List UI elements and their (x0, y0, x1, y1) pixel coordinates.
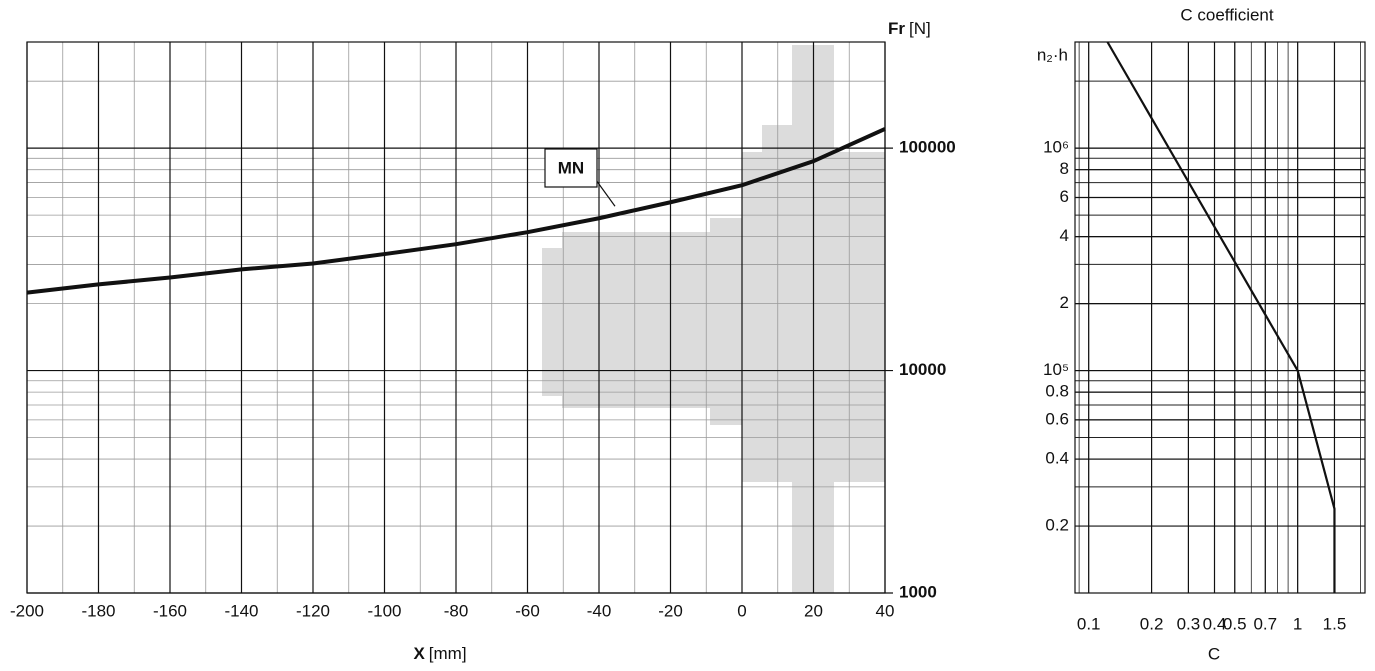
y-axis-label: n₂·h (1037, 45, 1068, 64)
chart-title: C coefficient (1180, 5, 1274, 24)
annotation-label: MN (558, 158, 584, 177)
x-tick-label: 0 (737, 601, 746, 620)
x-axis-label: X [mm] (413, 644, 466, 663)
y-axis-unit: [N] (909, 19, 931, 38)
x-tick-label: 0.3 (1177, 614, 1201, 633)
y-tick-label: 0.6 (1045, 409, 1069, 428)
x-tick-label: 40 (876, 601, 895, 620)
y-tick-label: 4 (1060, 226, 1069, 245)
x-tick-label: -40 (587, 601, 612, 620)
x-tick-label: -180 (81, 601, 115, 620)
plot-frame (1074, 41, 1366, 594)
x-tick-label: -20 (658, 601, 683, 620)
x-tick-label: -200 (10, 601, 44, 620)
x-tick-label: -60 (515, 601, 540, 620)
y-tick-label: 0.8 (1045, 382, 1069, 401)
y-tick-label: 6 (1060, 187, 1069, 206)
x-axis-label: C (1208, 644, 1220, 663)
x-tick-label: 0.2 (1140, 614, 1164, 633)
annotation-box (544, 148, 598, 188)
y-tick-label: 2 (1060, 293, 1069, 312)
x-tick-label: -160 (153, 601, 187, 620)
x-tick-label: 0.4 (1203, 614, 1227, 633)
y-tick-label: 10⁶ (1043, 138, 1069, 157)
x-tick-label: -80 (444, 601, 469, 620)
x-tick-label: 1 (1293, 614, 1302, 633)
x-tick-label: 1.5 (1323, 614, 1347, 633)
y-tick-label: 0.4 (1045, 449, 1069, 468)
plot-frame (26, 41, 886, 594)
y-tick-label: 100000 (899, 138, 956, 157)
series-line (26, 127, 886, 295)
y-tick-label: 1000 (899, 582, 937, 601)
y-axis-label: Fr [N] (888, 19, 931, 38)
x-axis-name: X (413, 644, 425, 663)
x-tick-label: -100 (367, 601, 401, 620)
y-axis-name: Fr (888, 19, 905, 38)
annotation-leader (595, 179, 616, 207)
y-tick-label: 10⁵ (1043, 360, 1069, 379)
x-axis-unit: [mm] (429, 644, 467, 663)
x-tick-label: 0.5 (1223, 614, 1247, 633)
watermark-shapes (542, 45, 885, 593)
x-tick-label: -120 (296, 601, 330, 620)
y-tick-label: 8 (1060, 159, 1069, 178)
x-tick-label: 0.1 (1077, 614, 1101, 633)
x-tick-label: -140 (224, 601, 258, 620)
series-line (1106, 41, 1336, 593)
x-tick-label: 0.7 (1253, 614, 1277, 633)
y-tick-label: 10000 (899, 360, 946, 379)
y-tick-label: 0.2 (1045, 516, 1069, 535)
x-tick-label: 20 (804, 601, 823, 620)
